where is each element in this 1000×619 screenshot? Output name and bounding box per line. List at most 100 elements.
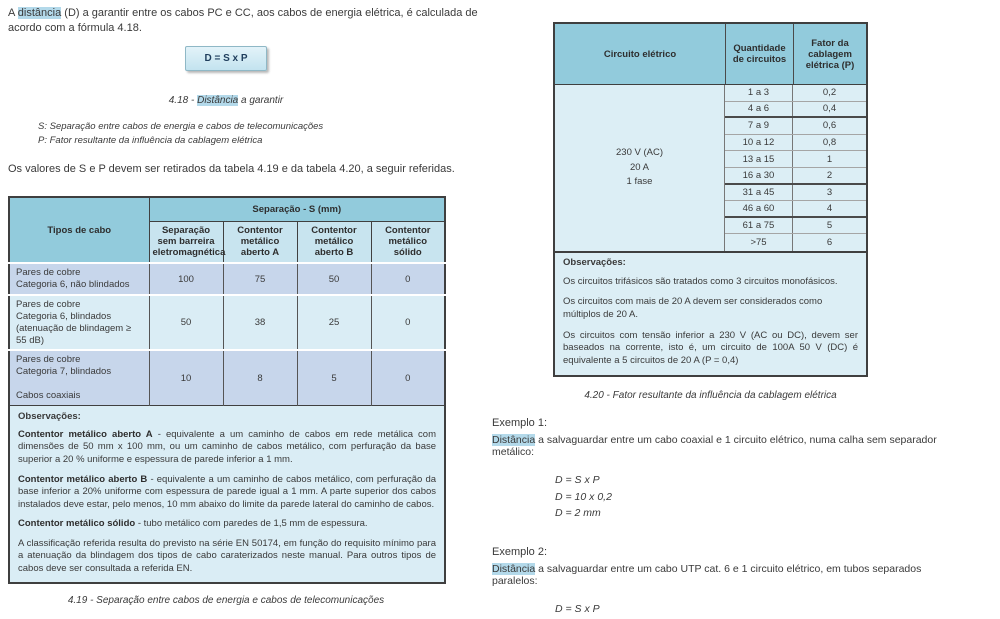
- example-description: Distância a salvaguardar entre um cabo U…: [492, 562, 962, 587]
- search-highlight: Distância: [492, 562, 536, 575]
- example-formula-lines: D = S x P D = 100 x 0,2 D = 20 mm: [555, 601, 962, 619]
- formula-box: D = S x P: [185, 45, 267, 71]
- intro-text-post: (D) a garantir entre os cabos PC e CC, a…: [8, 7, 478, 34]
- intro-text-pre: A: [8, 7, 18, 19]
- subheader-contentor-solido: Contentor metálico sólido: [370, 220, 446, 264]
- factor-table-row: 31 a 45 3: [725, 184, 866, 202]
- intro-paragraph: A distância (D) a garantir entre os cabo…: [8, 6, 492, 36]
- table-row: Pares de cobre Categoria 6, não blindado…: [8, 262, 446, 295]
- header-quantidade-circuitos: Quantidade de circuitos: [725, 24, 793, 84]
- factor-cell: 1: [826, 153, 833, 165]
- legend-s: S: Separação entre cabos de energia e ca…: [38, 120, 324, 132]
- cell-value: 25: [296, 293, 371, 351]
- cell-value: 8: [222, 349, 297, 406]
- observation-paragraph: Os circuitos trifásicos são tratados com…: [563, 275, 838, 287]
- search-highlight: distância: [17, 7, 62, 19]
- observation-paragraph: Os circuitos com tensão inferior a 230 V…: [563, 329, 858, 366]
- observation-paragraph: Contentor metálico aberto A - equivalent…: [18, 429, 436, 467]
- observations-420: Observações: Os circuitos trifásicos são…: [555, 250, 866, 375]
- quantity-cell: 61 a 75: [725, 217, 793, 234]
- factor-table-row: 61 a 75 5: [725, 217, 866, 235]
- cell-value: 50: [296, 262, 371, 295]
- example-2: Exemplo 2: Distância a salvaguardar entr…: [492, 546, 962, 619]
- caption-text: a garantir: [238, 94, 284, 106]
- quantity-cell: 1 a 3: [725, 85, 793, 101]
- factor-table-row: 13 a 15 1: [725, 151, 866, 168]
- factor-cell: 3: [826, 186, 833, 198]
- factor-table-header: Circuito elétrico Quantidade de circuito…: [555, 24, 866, 85]
- example-formula-lines: D = S x P D = 10 x 0,2 D = 2 mm: [555, 472, 962, 522]
- cell-value: 75: [222, 262, 297, 295]
- factor-table-rows: 1 a 3 0,2 4 a 6 0,4 7 a 9 0,6 10 a 12 0,8 13 a 1…: [725, 85, 866, 251]
- subheader-contentor-b: Contentor metálico aberto B: [296, 220, 372, 264]
- formula-line: D = S x P: [555, 602, 600, 615]
- cell-value: 10: [148, 349, 223, 406]
- factor-cell: 5: [826, 220, 833, 232]
- observation-text: - equivalente a um caminho de cabos em r…: [18, 428, 437, 465]
- observation-paragraph: Os circuitos com mais de 20 A devem ser …: [563, 296, 823, 320]
- observation-text: - equivalente a um caminho de cabos metá…: [18, 473, 437, 510]
- subheader-sem-barreira: Separação sem barreira eletromagnética: [148, 220, 225, 264]
- row-label: Pares de cobre Categoria 6, blindados (a…: [8, 293, 149, 351]
- quantity-cell: 4 a 6: [725, 101, 793, 117]
- separation-table-419: Tipos de cabo Separação - S (mm) Separaç…: [8, 196, 447, 585]
- row-label: Pares de cobre Categoria 7, blindados Ca…: [8, 349, 149, 406]
- subheader-contentor-a: Contentor metálico aberto A: [222, 220, 298, 264]
- formula-legend: S: Separação entre cabos de energia e ca…: [38, 120, 492, 149]
- factor-table-body: 230 V (AC) 20 A 1 fase 1 a 3 0,2 4 a 6 0,4 7…: [555, 85, 866, 251]
- subheader-row: Separação sem barreira eletromagnética C…: [9, 220, 446, 264]
- factor-table-row: 7 a 9 0,6: [725, 118, 866, 135]
- observation-lead: Contentor metálico aberto A: [18, 428, 153, 440]
- search-highlight: Distância: [492, 434, 536, 447]
- factor-table-420: Circuito elétrico Quantidade de circuito…: [553, 22, 868, 378]
- factor-cell: 6: [826, 237, 833, 249]
- table-row: Pares de cobre Categoria 7, blindados Ca…: [8, 349, 446, 406]
- observation-lead: Contentor metálico aberto B: [18, 473, 148, 485]
- caption-text: 4.18 -: [168, 94, 198, 106]
- header-tipos-de-cabo: Tipos de cabo: [8, 196, 150, 264]
- quantity-cell: 7 a 9: [725, 118, 793, 134]
- circuit-cell: 230 V (AC) 20 A 1 fase: [555, 85, 725, 251]
- header-separacao: Separação - S (mm): [148, 196, 446, 222]
- search-highlight: Distância: [197, 94, 239, 106]
- observation-paragraph: Contentor metálico aberto B - equivalent…: [18, 474, 436, 512]
- factor-cell: 0,2: [822, 87, 837, 99]
- cell-value: 5: [296, 349, 371, 406]
- cell-value: 0: [370, 349, 446, 406]
- example-title: Exemplo 1:: [492, 417, 548, 430]
- factor-table-row: 1 a 3 0,2: [725, 85, 866, 102]
- example-description: Distância a salvaguardar entre um cabo c…: [492, 434, 962, 458]
- example-title: Exemplo 2:: [492, 545, 548, 558]
- formula-box-wrapper: D = S x P: [8, 45, 444, 71]
- table-caption-419: 4.19 - Separação entre cabos de energia …: [67, 595, 385, 607]
- quantity-cell: 46 a 60: [725, 201, 793, 216]
- cell-value: 0: [370, 293, 446, 351]
- header-fator-cablagem: Fator da cablagem elétrica (P): [793, 24, 866, 84]
- observation-text: A classificação referida resulta do prev…: [18, 537, 437, 574]
- observations-419: Observações: Contentor metálico aberto A…: [9, 404, 446, 584]
- row-label: Pares de cobre Categoria 6, não blindado…: [8, 262, 149, 295]
- quantity-cell: 10 a 12: [725, 134, 793, 151]
- cell-value: 100: [148, 262, 223, 295]
- cell-value: 50: [148, 293, 223, 351]
- factor-table-row: 16 a 30 2: [725, 167, 866, 185]
- factor-cell: 0,4: [822, 103, 837, 115]
- factor-cell: 0,8: [822, 137, 837, 149]
- example-1: Exemplo 1: Distância a salvaguardar entr…: [492, 417, 962, 522]
- formula-line: D = S x P: [555, 474, 600, 487]
- observation-lead: Contentor metálico sólido: [18, 518, 136, 530]
- table-row: Pares de cobre Categoria 6, blindados (a…: [8, 293, 446, 351]
- header-circuito-eletrico: Circuito elétrico: [603, 48, 677, 60]
- factor-table-row: >75 6: [725, 234, 866, 251]
- quantity-cell: 16 a 30: [725, 167, 793, 183]
- observations-title: Observações:: [563, 256, 626, 268]
- formula-line: D = 2 mm: [555, 507, 601, 520]
- example-text: a salvaguardar entre um cabo UTP cat. 6 …: [492, 562, 922, 587]
- observations-title: Observações:: [18, 410, 81, 422]
- quantity-cell: 31 a 45: [725, 184, 793, 201]
- example-text: a salvaguardar entre um cabo coaxial e 1…: [492, 434, 937, 459]
- right-column: Circuito elétrico Quantidade de circuito…: [492, 0, 962, 619]
- cell-value: 0: [370, 262, 446, 295]
- factor-table-row: 4 a 6 0,4: [725, 101, 866, 119]
